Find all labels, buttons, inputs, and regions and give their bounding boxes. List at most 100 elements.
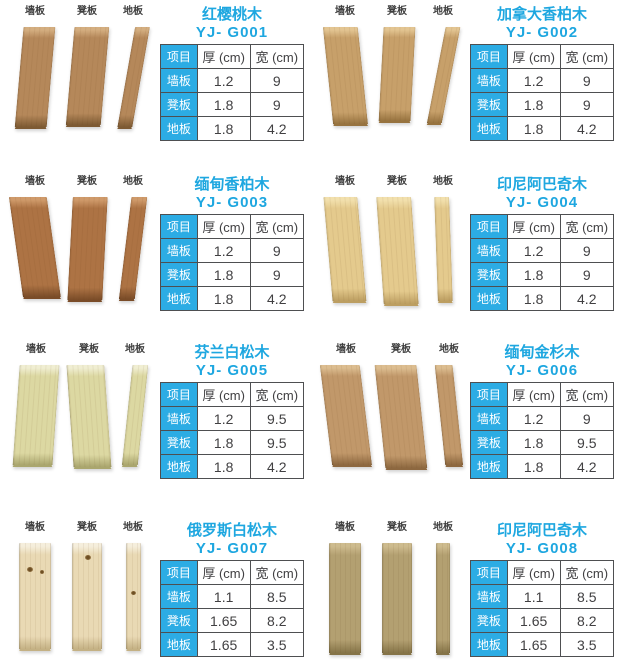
board-label-floor: 地板 [433, 6, 453, 17]
spec-panel: 红樱桃木 YJ- G001 项目 厚 (cm) 宽 (cm) 墙板 1.2 9 [160, 6, 305, 160]
spec-value-width: 8.2 [249, 608, 305, 633]
spec-panel: 印尼阿巴奇木 YJ- G008 项目 厚 (cm) 宽 (cm) 墙板 1.1 … [470, 522, 615, 666]
spec-row-label: 地板 [160, 454, 198, 479]
product-model: YJ- G002 [505, 24, 579, 41]
spec-row-floor: 地板 1.8 4.2 [160, 116, 305, 141]
product-name: 缅甸香柏木 [194, 176, 270, 193]
spec-value-width: 4.2 [559, 454, 615, 479]
spec-row-floor: 地板 1.8 4.2 [160, 454, 305, 479]
plank-samples: 墙板 凳板 地板 [320, 522, 468, 666]
spec-header-width: 宽 (cm) [249, 44, 305, 69]
spec-header-item: 项目 [470, 44, 508, 69]
spec-value-width: 8.5 [559, 584, 615, 609]
plank-column-bench: 凳板 [375, 176, 419, 306]
spec-row-label: 墙板 [470, 406, 508, 431]
board-label-bench: 凳板 [387, 176, 407, 187]
product-card: 墙板 凳板 地板 缅甸金杉木 YJ- G006 项目 厚 (cm) 宽 ( [310, 330, 620, 500]
spec-row-label: 墙板 [160, 406, 198, 431]
spec-row-label: 墙板 [160, 68, 198, 93]
plank-column-bench: 凳板 [378, 522, 416, 655]
board-label-wall: 墙板 [25, 176, 45, 187]
spec-row-label: 墙板 [470, 68, 508, 93]
board-label-wall: 墙板 [25, 522, 45, 533]
plank-column-bench: 凳板 [374, 344, 428, 470]
board-label-floor: 地板 [439, 344, 459, 355]
wood-plank-bench [65, 27, 109, 127]
spec-row-bench: 凳板 1.8 9 [470, 92, 615, 117]
spec-header-item: 项目 [470, 214, 508, 239]
plank-column-wall: 墙板 [319, 344, 373, 467]
spec-header-item: 项目 [470, 382, 508, 407]
plank-column-bench: 凳板 [378, 6, 416, 123]
spec-row-floor: 地板 1.8 4.2 [470, 116, 615, 141]
spec-row-bench: 凳板 1.65 8.2 [470, 608, 615, 633]
plank-samples: 墙板 凳板 地板 [320, 176, 468, 330]
board-label-wall: 墙板 [335, 6, 355, 17]
plank-samples: 墙板 凳板 地板 [10, 6, 158, 160]
spec-value-width: 8.2 [559, 608, 615, 633]
board-label-wall: 墙板 [336, 344, 356, 355]
spec-header-width: 宽 (cm) [559, 44, 615, 69]
spec-row-floor: 地板 1.65 3.5 [470, 632, 615, 657]
wood-plank-wall [323, 197, 367, 303]
spec-value-width: 8.5 [249, 584, 305, 609]
product-model: YJ- G007 [195, 540, 269, 557]
spec-row-floor: 地板 1.8 4.2 [160, 286, 305, 311]
spec-value-thickness: 1.2 [196, 68, 251, 93]
spec-value-thickness: 1.8 [196, 116, 251, 141]
spec-header-thickness: 厚 (cm) [196, 560, 251, 585]
spec-row-bench: 凳板 1.8 9 [160, 92, 305, 117]
spec-row-wall: 墙板 1.2 9 [470, 238, 615, 263]
wood-plank-wall [329, 543, 361, 655]
product-model: YJ- G005 [195, 362, 269, 379]
product-card: 墙板 凳板 地板 缅甸香柏木 YJ- G003 项目 厚 (cm) 宽 ( [0, 160, 310, 330]
board-label-floor: 地板 [433, 176, 453, 187]
spec-value-width: 9 [249, 92, 305, 117]
spec-table: 项目 厚 (cm) 宽 (cm) 墙板 1.1 8.5 凳板 1.65 8.2 [160, 560, 305, 657]
spec-row-label: 地板 [470, 454, 508, 479]
spec-value-thickness: 1.65 [196, 608, 251, 633]
product-name: 俄罗斯白松木 [186, 522, 277, 539]
plank-column-floor: 地板 [121, 344, 149, 467]
spec-value-thickness: 1.1 [506, 584, 561, 609]
product-card: 墙板 凳板 地板 芬兰白松木 YJ- G005 项目 厚 (cm) 宽 ( [0, 330, 310, 500]
spec-header-width: 宽 (cm) [559, 560, 615, 585]
spec-row-label: 凳板 [470, 262, 508, 287]
wood-plank-floor [116, 27, 150, 129]
spec-value-width: 4.2 [249, 116, 305, 141]
plank-column-floor: 地板 [430, 522, 456, 655]
wood-plank-bench [382, 543, 412, 655]
spec-panel: 缅甸香柏木 YJ- G003 项目 厚 (cm) 宽 (cm) 墙板 1.2 9 [160, 176, 305, 330]
plank-column-floor: 地板 [430, 176, 456, 303]
product-name: 缅甸金杉木 [504, 344, 580, 361]
plank-samples: 墙板 凳板 地板 [8, 176, 158, 330]
wood-plank-bench [66, 365, 112, 469]
spec-table: 项目 厚 (cm) 宽 (cm) 墙板 1.2 9 凳板 1.8 9 [470, 44, 615, 141]
spec-header-thickness: 厚 (cm) [506, 44, 561, 69]
wood-plank-wall [319, 365, 373, 467]
board-label-bench: 凳板 [387, 522, 407, 533]
spec-value-thickness: 1.65 [196, 632, 251, 657]
spec-value-width: 4.2 [559, 116, 615, 141]
wood-plank-floor [434, 365, 464, 467]
board-label-bench: 凳板 [391, 344, 411, 355]
board-label-wall: 墙板 [26, 344, 46, 355]
board-label-floor: 地板 [433, 522, 453, 533]
product-model: YJ- G006 [505, 362, 579, 379]
spec-row-label: 凳板 [160, 608, 198, 633]
board-label-floor: 地板 [123, 176, 143, 187]
spec-row-floor: 地板 1.65 3.5 [160, 632, 305, 657]
board-label-wall: 墙板 [25, 6, 45, 17]
spec-row-wall: 墙板 1.1 8.5 [470, 584, 615, 609]
spec-value-width: 9 [249, 238, 305, 263]
product-card: 墙板 凳板 地板 加拿大香柏木 YJ- G002 项目 厚 (cm) 宽 [310, 0, 620, 160]
spec-value-width: 9 [559, 262, 615, 287]
spec-value-thickness: 1.8 [506, 430, 561, 455]
spec-value-thickness: 1.8 [506, 116, 561, 141]
wood-plank-wall [14, 27, 56, 129]
spec-header-width: 宽 (cm) [559, 214, 615, 239]
plank-column-floor: 地板 [120, 522, 146, 651]
spec-table: 项目 厚 (cm) 宽 (cm) 墙板 1.2 9 凳板 1.8 9.5 [470, 382, 615, 479]
spec-row-label: 凳板 [470, 92, 508, 117]
spec-row-label: 地板 [470, 116, 508, 141]
